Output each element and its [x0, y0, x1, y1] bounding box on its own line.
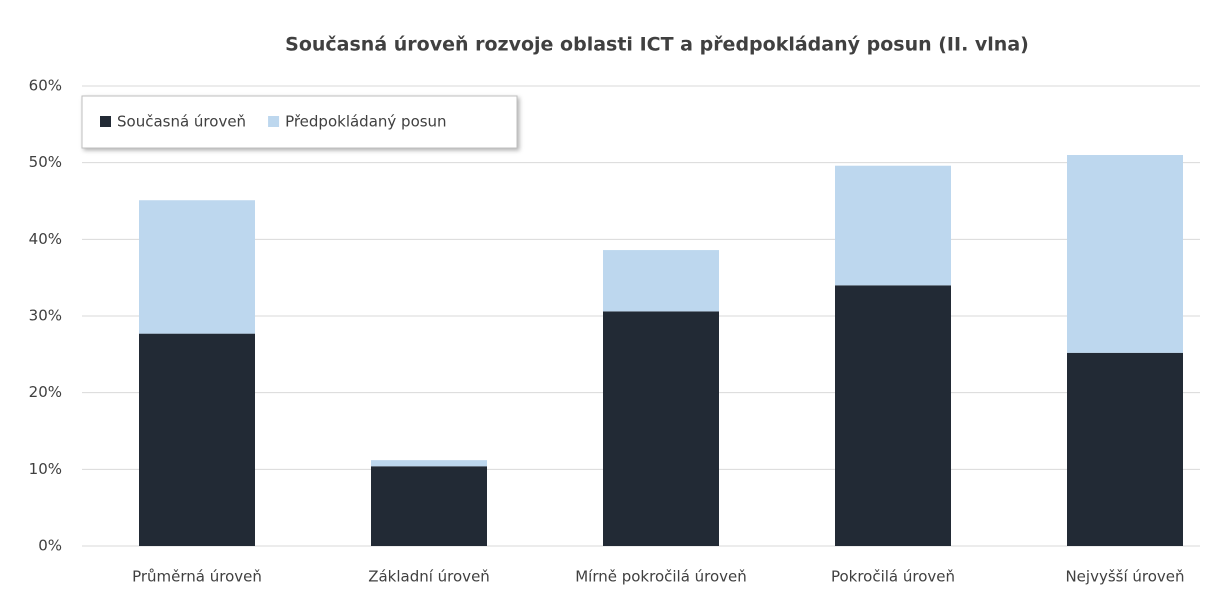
y-tick-label: 10%	[29, 460, 62, 478]
bar-segment	[603, 250, 719, 312]
y-tick-label: 50%	[29, 153, 62, 171]
x-tick-label: Nejvyšší úroveň	[1065, 568, 1184, 586]
legend: Současná úroveň Předpokládaný posun	[81, 95, 518, 149]
bar-segment	[835, 285, 951, 546]
x-tick-label: Základní úroveň	[368, 568, 490, 586]
bar-segment	[371, 466, 487, 546]
legend-swatch	[100, 116, 111, 127]
bar-segment	[139, 200, 255, 334]
y-tick-label: 0%	[38, 537, 62, 555]
y-tick-label: 60%	[29, 77, 62, 95]
x-tick-label: Průměrná úroveň	[132, 568, 262, 586]
y-tick-label: 20%	[29, 383, 62, 401]
x-tick-label: Pokročilá úroveň	[831, 568, 955, 586]
legend-label: Současná úroveň	[117, 113, 246, 131]
chart-title: Současná úroveň rozvoje oblasti ICT a př…	[285, 34, 1029, 56]
bar-segment	[139, 333, 255, 546]
bar-segment	[371, 460, 487, 467]
legend-swatch	[268, 116, 280, 127]
y-tick-label: 30%	[29, 307, 62, 325]
x-tick-label: Mírně pokročilá úroveň	[575, 568, 747, 586]
legend-box	[81, 95, 518, 149]
y-tick-label: 40%	[29, 230, 62, 248]
bar-segment	[1067, 155, 1183, 353]
bar-segment	[1067, 352, 1183, 546]
bar-segment	[835, 165, 951, 286]
bar-segment	[603, 311, 719, 546]
legend-label: Předpokládaný posun	[285, 113, 447, 131]
